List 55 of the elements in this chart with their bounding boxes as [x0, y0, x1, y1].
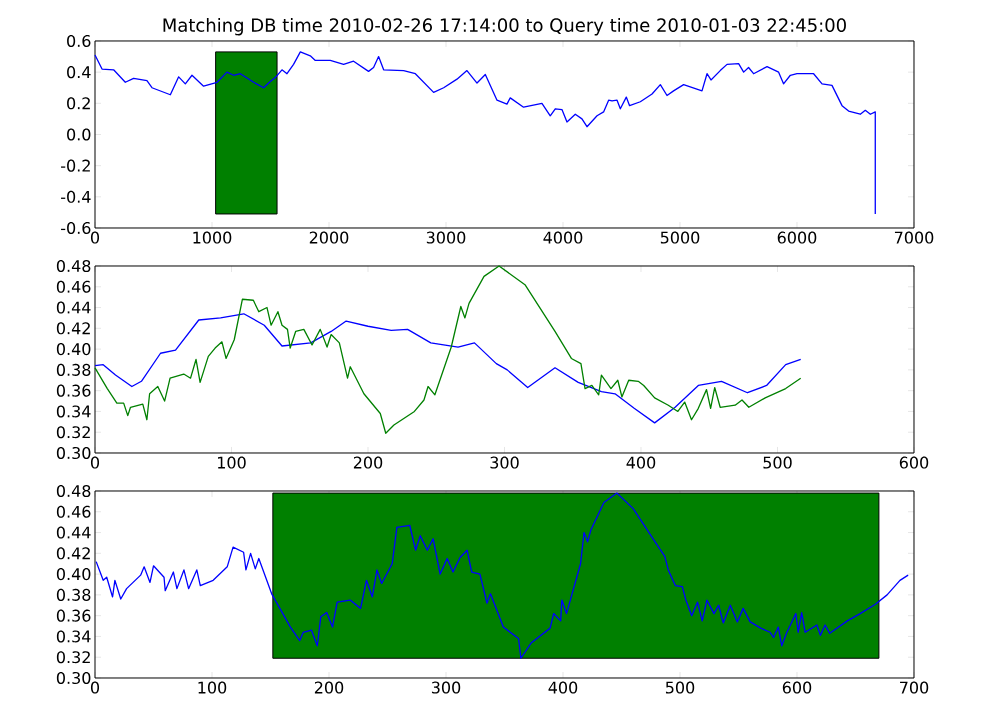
- y-tick-label: 0.4: [67, 66, 91, 79]
- y-tick-label: -0.4: [61, 190, 91, 203]
- y-tick-label: 0.44: [56, 301, 91, 314]
- x-tick-label: 4000: [543, 231, 583, 244]
- x-tick-label: 2000: [309, 231, 349, 244]
- y-tick-label: 0.34: [56, 630, 91, 643]
- x-tick-label: 3000: [426, 231, 466, 244]
- y-tick-label: 0.40: [56, 568, 91, 581]
- y-tick-label: 0.36: [56, 384, 91, 397]
- x-tick-label: 400: [548, 681, 578, 694]
- line-series: [95, 492, 909, 659]
- chart-title: Matching DB time 2010-02-26 17:14:00 to Query time 2010-01-03 22:45:00: [163, 18, 846, 36]
- y-tick-label: 0.34: [56, 405, 91, 418]
- y-tick-label: 0.36: [56, 609, 91, 622]
- y-tick-label: 0.30: [56, 446, 91, 460]
- line-series: [94, 313, 802, 424]
- x-tick-label: 300: [431, 681, 461, 694]
- x-tick-label: 0: [90, 681, 100, 694]
- x-tick-label: 100: [198, 681, 227, 694]
- y-tick-label: 0.42: [56, 322, 90, 335]
- y-tick-label: 0.32: [56, 426, 90, 439]
- x-tick-label: 0: [90, 456, 100, 469]
- x-tick-label: 500: [665, 681, 695, 694]
- y-tick-label: 0.30: [56, 671, 91, 685]
- y-tick-label: 0.32: [56, 651, 90, 664]
- x-tick-label: 600: [899, 456, 929, 469]
- y-tick-label: 0.40: [56, 343, 91, 356]
- x-tick-label: 500: [763, 456, 792, 469]
- x-tick-label: 700: [900, 681, 929, 694]
- y-tick-label: 0.46: [56, 280, 91, 293]
- y-tick-label: 0.6: [67, 34, 91, 48]
- y-tick-label: -0.2: [61, 159, 90, 172]
- y-tick-label: -0.6: [61, 221, 91, 235]
- x-tick-label: 1000: [193, 231, 232, 244]
- x-tick-label: 400: [626, 456, 656, 469]
- x-tick-label: 7000: [894, 231, 934, 244]
- line-series: [94, 265, 802, 434]
- x-tick-label: 600: [782, 681, 812, 694]
- line-series: [94, 51, 876, 215]
- y-tick-label: 0.0: [67, 128, 91, 141]
- y-tick-label: 0.38: [56, 363, 91, 376]
- x-tick-label: 5000: [660, 231, 700, 244]
- x-tick-label: 200: [353, 456, 383, 469]
- y-tick-label: 0.48: [56, 259, 91, 273]
- y-tick-label: 0.48: [56, 484, 91, 498]
- y-tick-label: 0.38: [56, 588, 91, 601]
- x-tick-label: 100: [217, 456, 246, 469]
- x-tick-label: 6000: [777, 231, 817, 244]
- x-tick-label: 300: [490, 456, 519, 469]
- y-tick-label: 0.42: [56, 547, 90, 560]
- y-tick-label: 0.46: [56, 505, 91, 518]
- x-tick-label: 200: [314, 681, 344, 694]
- y-tick-label: 0.44: [56, 526, 91, 539]
- x-tick-label: 0: [90, 231, 100, 244]
- y-tick-label: 0.2: [67, 97, 90, 110]
